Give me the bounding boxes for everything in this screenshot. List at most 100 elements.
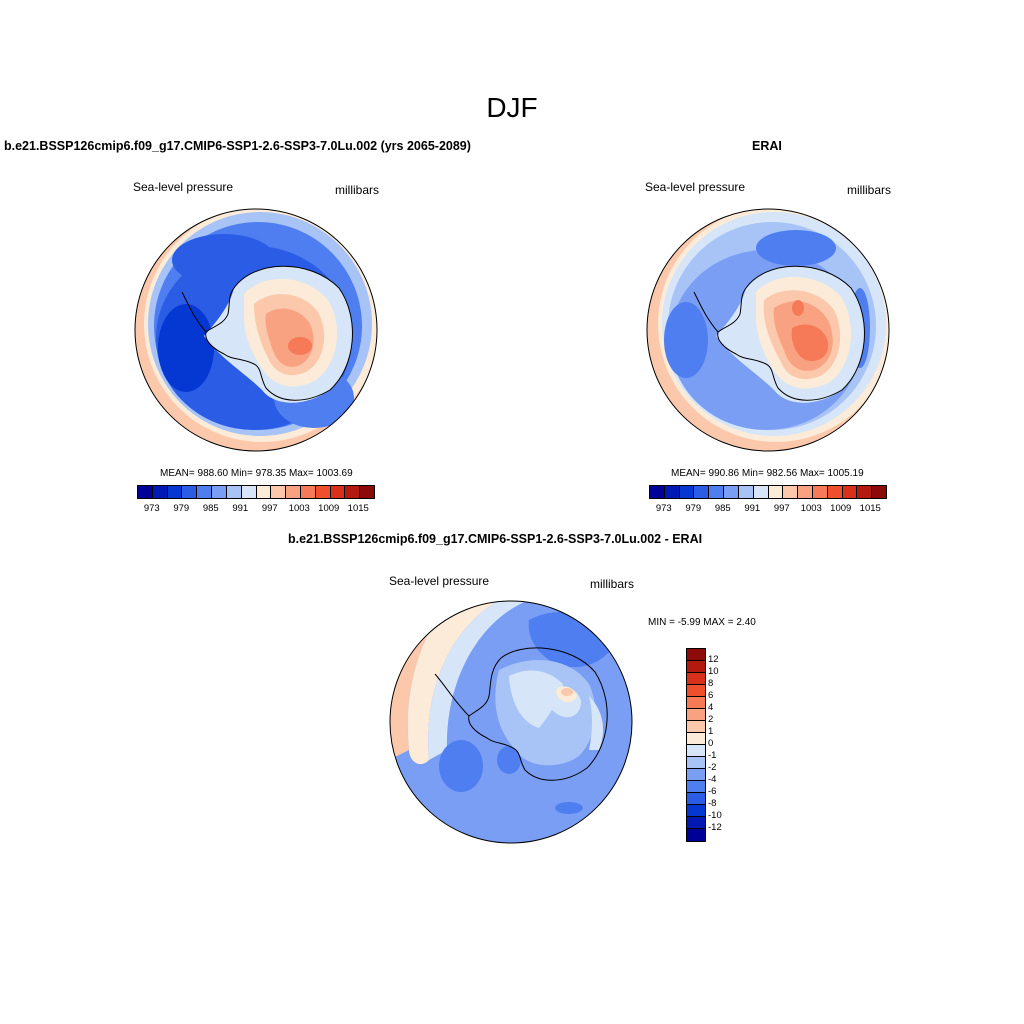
colorbar-tick-label: 991: [232, 503, 249, 514]
colorbar-swatch: [842, 486, 858, 498]
panel1-antarctica-coastline: [205, 265, 353, 401]
colorbar-swatch: [753, 486, 769, 498]
colorbar-tick-label: 1009: [830, 503, 852, 514]
colorbar-swatch: [812, 486, 828, 498]
colorbar-tick-label: 991: [744, 503, 761, 514]
diff-colorbar-tick-label: 8: [708, 678, 714, 689]
colorbar-tick-label: 1015: [859, 503, 881, 514]
colorbar-swatch: [152, 486, 168, 498]
colorbar-tick-label: 979: [173, 503, 190, 514]
panel2-antarctica-coastline: [717, 265, 865, 401]
colorbar-swatch: [315, 486, 331, 498]
diff-colorbar: [686, 648, 706, 842]
colorbar-swatch: [857, 486, 873, 498]
diff-polar-map: [389, 600, 633, 844]
panel1-low-north: [172, 234, 276, 286]
panel2-low-north: [756, 230, 836, 266]
figure-title: DJF: [486, 92, 538, 123]
panel1-units-label: millibars: [335, 183, 380, 197]
colorbar-swatch: [783, 486, 799, 498]
colorbar-swatch: [182, 486, 198, 498]
panel1-colorbar: [137, 485, 375, 499]
colorbar-tick-label: 985: [202, 503, 219, 514]
diff-colorbar-swatch: [687, 805, 705, 817]
panel1-variable-label: Sea-level pressure: [133, 180, 234, 194]
colorbar-swatch: [872, 486, 886, 498]
diff-colorbar-swatch: [687, 661, 705, 673]
colorbar-swatch: [286, 486, 301, 498]
colorbar-tick-label: 1003: [288, 503, 310, 514]
colorbar-swatch: [827, 486, 843, 498]
diff-colorbar-swatch: [687, 649, 705, 661]
diff-colorbar-tick-label: 6: [708, 690, 714, 701]
diff-colorbar-swatch: [687, 721, 705, 733]
diff-colorbar-swatch: [687, 673, 705, 685]
colorbar-tick-label: 985: [714, 503, 731, 514]
colorbar-swatch: [360, 486, 374, 498]
diff-colorbar-tick-label: 12: [708, 654, 719, 665]
panel1-stats: MEAN= 988.60 Min= 978.35 Max= 1003.69: [160, 468, 353, 479]
colorbar-swatch: [798, 486, 813, 498]
diff-colorbar-swatch: [687, 757, 705, 769]
colorbar-swatch: [738, 486, 754, 498]
colorbar-swatch: [768, 486, 784, 498]
diff-colorbar-tick-label: -12: [708, 822, 722, 833]
colorbar-swatch: [241, 486, 257, 498]
colorbar-tick-label: 973: [655, 503, 672, 514]
panel2-polar-map: [646, 208, 890, 452]
diff-antarctica-coastline: [468, 647, 608, 781]
panel1-colorbar-ticks: 973 979 985 991 997 1003 1009 1015: [137, 503, 373, 515]
diff-minmax: MIN = -5.99 MAX = 2.40: [648, 617, 756, 628]
diff-colorbar-swatch: [687, 685, 705, 697]
colorbar-swatch: [256, 486, 272, 498]
panel2-colorbar-ticks: 973 979 985 991 997 1003 1009 1015: [649, 503, 885, 515]
colorbar-swatch: [650, 486, 665, 498]
diff-colorbar-tick-label: 10: [708, 666, 719, 677]
panel2-units-label: millibars: [847, 183, 892, 197]
diff-colorbar-swatch: [687, 769, 705, 781]
panel1-polar-map: [134, 208, 378, 452]
panel2-title: ERAI: [752, 139, 782, 153]
colorbar-swatch: [330, 486, 346, 498]
diff-colorbar-tick-label: -1: [708, 750, 717, 761]
colorbar-swatch: [679, 486, 695, 498]
diff-colorbar-tick-label: 1: [708, 726, 714, 737]
diff-variable-label: Sea-level pressure: [389, 574, 490, 588]
diff-units-label: millibars: [590, 577, 635, 591]
colorbar-swatch: [709, 486, 725, 498]
panel2-stats: MEAN= 990.86 Min= 982.56 Max= 1005.19: [671, 468, 864, 479]
colorbar-swatch: [197, 486, 213, 498]
colorbar-swatch: [167, 486, 183, 498]
colorbar-tick-label: 973: [143, 503, 160, 514]
diff-colorbar-swatch: [687, 745, 705, 757]
colorbar-tick-label: 1009: [318, 503, 340, 514]
colorbar-swatch: [271, 486, 287, 498]
colorbar-tick-label: 997: [773, 503, 790, 514]
colorbar-swatch: [345, 486, 361, 498]
colorbar-tick-label: 997: [261, 503, 278, 514]
diff-colorbar-swatch: [687, 817, 705, 829]
diff-colorbar-tick-label: -2: [708, 762, 717, 773]
colorbar-tick-label: 1003: [800, 503, 822, 514]
colorbar-swatch: [694, 486, 710, 498]
panel1-low-west: [158, 304, 214, 392]
diff-colorbar-ticks: 12 10 8 6 4 2 1 0 -1 -2 -4 -6 -8 -10 -12: [708, 648, 748, 844]
colorbar-swatch: [664, 486, 680, 498]
diff-colorbar-swatch: [687, 709, 705, 721]
colorbar-tick-label: 979: [685, 503, 702, 514]
diff-colorbar-tick-label: -4: [708, 774, 717, 785]
colorbar-swatch: [226, 486, 242, 498]
diff-colorbar-swatch: [687, 781, 705, 793]
diff-colorbar-tick-label: -6: [708, 786, 717, 797]
colorbar-tick-label: 1015: [347, 503, 369, 514]
colorbar-swatch: [138, 486, 153, 498]
panel2-variable-label: Sea-level pressure: [645, 180, 746, 194]
diff-colorbar-tick-label: 0: [708, 738, 714, 749]
diff-colorbar-swatch: [687, 829, 705, 841]
diff-panel-title: b.e21.BSSP126cmip6.f09_g17.CMIP6-SSP1-2.…: [288, 532, 703, 546]
diff-colorbar-tick-label: -10: [708, 810, 722, 821]
diff-colorbar-tick-label: 2: [708, 714, 714, 725]
diff-colorbar-swatch: [687, 733, 705, 745]
panel2-colorbar: [649, 485, 887, 499]
diff-colorbar-swatch: [687, 793, 705, 805]
